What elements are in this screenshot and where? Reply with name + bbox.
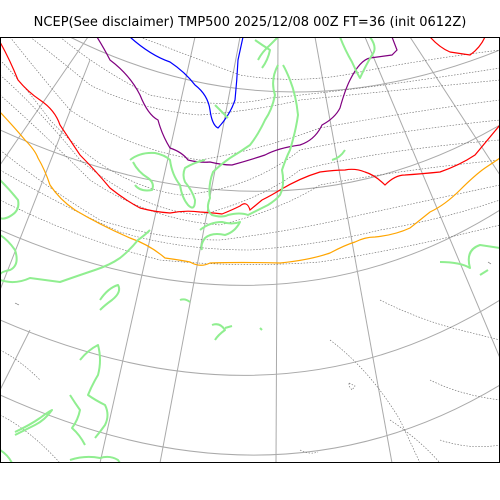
coastline-kamchatka <box>339 37 376 79</box>
coastline-japan <box>206 64 299 218</box>
latitude-line <box>69 37 500 93</box>
coastline-peninsula <box>132 161 154 192</box>
longitude-line <box>0 37 89 166</box>
longitude-line <box>159 37 241 463</box>
coastline-mainland-north <box>0 179 20 220</box>
small-symbols <box>14 261 492 306</box>
longitude-line <box>364 37 500 359</box>
coastline-okinawa <box>179 298 191 303</box>
minor-isotherms <box>0 37 500 463</box>
isotherm-red-top <box>429 37 486 56</box>
longitude-line <box>314 37 393 463</box>
latitude-line <box>0 384 500 456</box>
coastline-philippines <box>79 344 109 439</box>
isotherm-blue <box>129 37 244 129</box>
coastline-aleutian <box>331 149 346 161</box>
coastline-islet <box>259 327 263 331</box>
coastline-philippines-2 <box>69 394 86 446</box>
coastline-mainland <box>0 229 151 284</box>
latitude-line <box>0 299 500 376</box>
isotherm-red <box>0 41 500 215</box>
longitude-line <box>0 59 91 291</box>
coastline-kuril <box>257 37 279 61</box>
coastline-indonesia <box>69 455 121 463</box>
latitude-line <box>0 209 500 286</box>
latitude-line <box>0 124 500 192</box>
isotherm-orange <box>0 111 500 266</box>
chart-title: NCEP(See disclaimer) TMP500 2025/12/08 0… <box>33 15 467 30</box>
graticule <box>0 37 500 463</box>
coastline-alaska-edge <box>479 269 489 276</box>
coastline-ogasawara <box>211 323 233 341</box>
longitude-line <box>99 37 196 463</box>
longitude-line <box>0 329 31 391</box>
coastline-honshu-south <box>199 221 241 251</box>
coastline-taiwan <box>99 284 121 311</box>
weather-map <box>0 37 500 463</box>
coastline-korea <box>129 151 206 209</box>
longitude-line <box>275 37 279 463</box>
coastlines <box>0 37 500 463</box>
isotherm-purple <box>96 37 398 166</box>
coastline-borneo <box>14 409 53 436</box>
coastline-sw <box>0 449 13 463</box>
coastline-china-coast <box>0 234 18 276</box>
map-frame <box>0 37 500 463</box>
coastline-sakhalin <box>214 104 229 119</box>
coastline-pacific-east <box>439 244 500 269</box>
coastline-ne-asia <box>254 39 271 69</box>
